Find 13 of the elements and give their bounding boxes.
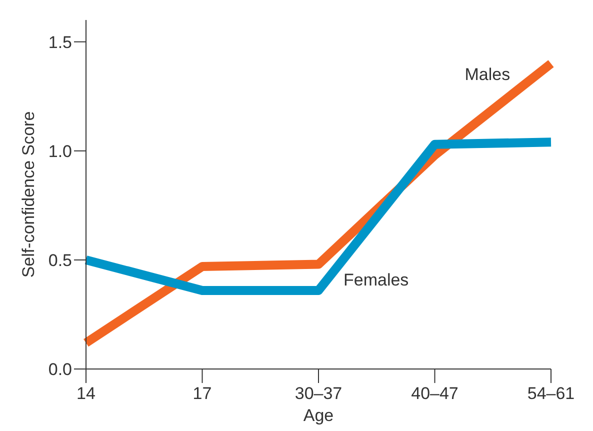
x-tick-label: 17 bbox=[192, 384, 212, 404]
y-axis-title: Self-confidence Score bbox=[19, 111, 38, 278]
x-tick-label: 54–61 bbox=[527, 384, 575, 404]
y-tick-label: 1.5 bbox=[48, 32, 72, 52]
y-tick-label: 0.0 bbox=[48, 360, 72, 380]
x-tick-label: 14 bbox=[76, 384, 96, 404]
x-tick-label: 30–37 bbox=[294, 384, 342, 404]
y-tick-label: 1.0 bbox=[48, 142, 72, 161]
x-axis-title: Age bbox=[303, 406, 334, 425]
x-tick-label: 40–47 bbox=[411, 384, 458, 404]
series-label: Males bbox=[464, 65, 510, 84]
y-tick-label: 0.5 bbox=[48, 250, 72, 270]
series-label: Females bbox=[344, 270, 409, 290]
